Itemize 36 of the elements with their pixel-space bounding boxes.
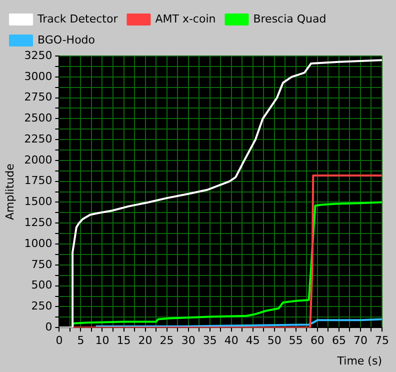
x-tick-label: 35 bbox=[202, 334, 217, 348]
x-axis-title: Time (s) bbox=[336, 354, 382, 368]
x-tick-label: 0 bbox=[56, 334, 63, 348]
y-tick-label: 2500 bbox=[24, 112, 52, 125]
y-tick-label: 1250 bbox=[24, 216, 52, 229]
y-tick-label: 3000 bbox=[24, 70, 52, 83]
y-tick-label: 2250 bbox=[24, 132, 52, 146]
y-tick-label: 2000 bbox=[24, 153, 52, 166]
x-tick-label: 45 bbox=[246, 334, 260, 348]
y-tick-label: 3250 bbox=[24, 48, 52, 62]
x-tick-label: 30 bbox=[181, 334, 196, 348]
y-tick-label: 250 bbox=[31, 300, 52, 313]
x-tick-label: 55 bbox=[288, 334, 303, 348]
x-tick-label: 50 bbox=[267, 334, 282, 348]
x-tick-label: 65 bbox=[332, 334, 346, 348]
x-tick-label: 15 bbox=[116, 334, 131, 348]
y-tick-label: 1750 bbox=[24, 174, 52, 188]
x-tick-label: 40 bbox=[224, 334, 238, 348]
y-tick-label: 2750 bbox=[24, 90, 52, 104]
y-tick-label: 0 bbox=[45, 320, 52, 334]
y-tick-label: 500 bbox=[31, 278, 52, 292]
x-tick-label: 60 bbox=[310, 334, 324, 348]
x-tick-label: 70 bbox=[353, 334, 368, 348]
legend-label: Brescia Quad bbox=[253, 12, 326, 26]
x-tick-label: 20 bbox=[138, 334, 152, 348]
x-tick-label: 10 bbox=[95, 334, 110, 348]
legend-label: Track Detector bbox=[36, 12, 118, 26]
legend-label: BGO-Hodo bbox=[38, 33, 96, 46]
legend-label: AMT x-coin bbox=[155, 12, 216, 26]
x-tick-label: 5 bbox=[77, 334, 84, 348]
x-tick-label: 25 bbox=[160, 334, 174, 348]
y-tick-label: 750 bbox=[31, 258, 52, 271]
y-tick-label: 1500 bbox=[24, 195, 52, 208]
y-axis-title: Amplitude bbox=[3, 163, 16, 220]
x-tick-label: 75 bbox=[375, 334, 389, 348]
y-tick-label: 1000 bbox=[24, 236, 52, 250]
